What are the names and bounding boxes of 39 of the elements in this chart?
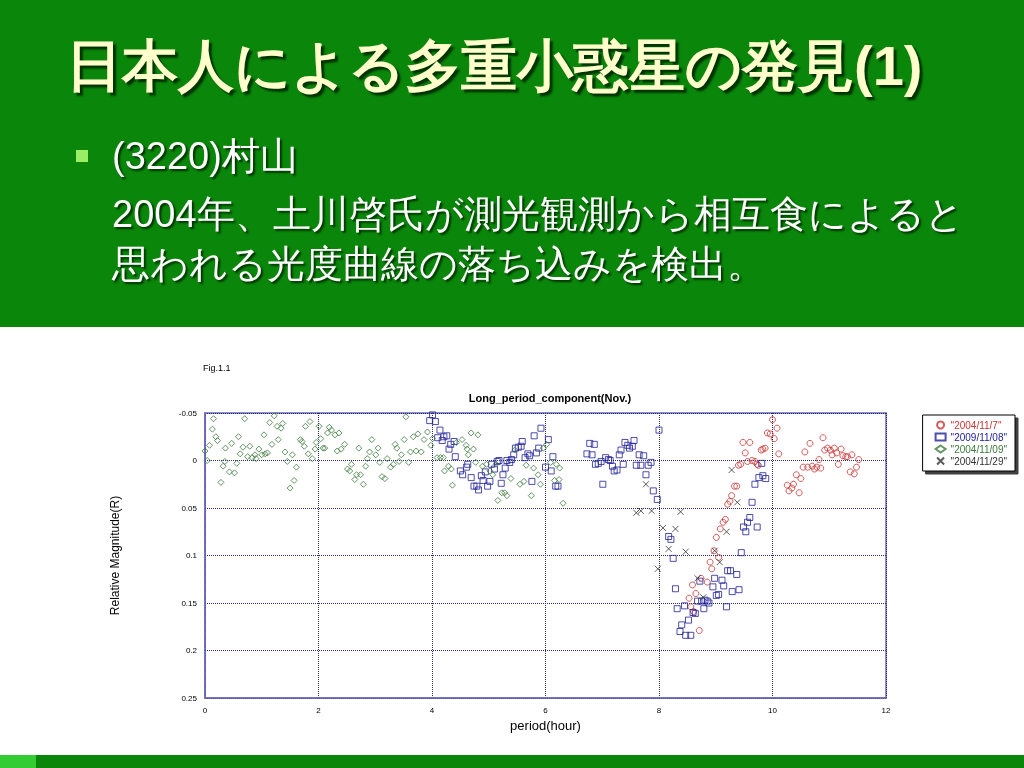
y-tick-label: 0.1 bbox=[185, 551, 198, 560]
point bbox=[671, 525, 679, 533]
point bbox=[648, 507, 656, 515]
y-tick-label: 0.25 bbox=[181, 693, 198, 703]
legend-label: "2004/11/29" bbox=[950, 455, 1008, 467]
point bbox=[642, 480, 650, 488]
x-tick-label: 4 bbox=[429, 705, 435, 715]
y-tick-label: -0.05 bbox=[178, 408, 198, 418]
y-tick-label: 0.05 bbox=[181, 503, 198, 513]
point bbox=[733, 498, 741, 506]
point bbox=[665, 545, 673, 553]
chart-subtitle: Long_period_component(Nov.) bbox=[468, 391, 632, 404]
y-tick-label: 0.15 bbox=[181, 598, 198, 608]
point bbox=[723, 528, 731, 536]
x-axis-title: period(hour) bbox=[510, 717, 581, 733]
y-axis-title: Relative Magnitude(R) bbox=[108, 495, 122, 616]
point bbox=[659, 524, 667, 532]
point bbox=[677, 508, 685, 516]
y-tick-label: 0 bbox=[192, 456, 198, 465]
x-tick-label: 12 bbox=[881, 705, 891, 715]
legend-label: "2009/11/08" bbox=[950, 431, 1008, 443]
y-tick-label: 0.2 bbox=[185, 646, 198, 655]
caption: Fig.1.1 bbox=[203, 362, 231, 374]
point bbox=[682, 548, 690, 556]
point bbox=[654, 565, 662, 573]
x-tick-label: 6 bbox=[543, 705, 549, 715]
text: 2004年、土川啓氏が測光観測から相互食によると思われる光度曲線の落ち込みを検出。 bbox=[112, 192, 965, 287]
text: (3220)村山 bbox=[112, 134, 298, 179]
x-tick-label: 8 bbox=[656, 705, 662, 715]
legend-label: "2004/11/09" bbox=[950, 443, 1008, 455]
x-tick-label: 2 bbox=[316, 705, 322, 715]
legend-label: "2004/11/7" bbox=[950, 419, 1002, 431]
point bbox=[728, 466, 736, 474]
chart-title: 日本人による多重小惑星の発見(1) bbox=[66, 34, 923, 98]
point bbox=[716, 558, 724, 566]
x-tick-label: 0 bbox=[202, 705, 208, 715]
x-tick-label: 10 bbox=[768, 705, 778, 715]
point bbox=[632, 509, 640, 517]
point bbox=[637, 507, 645, 515]
